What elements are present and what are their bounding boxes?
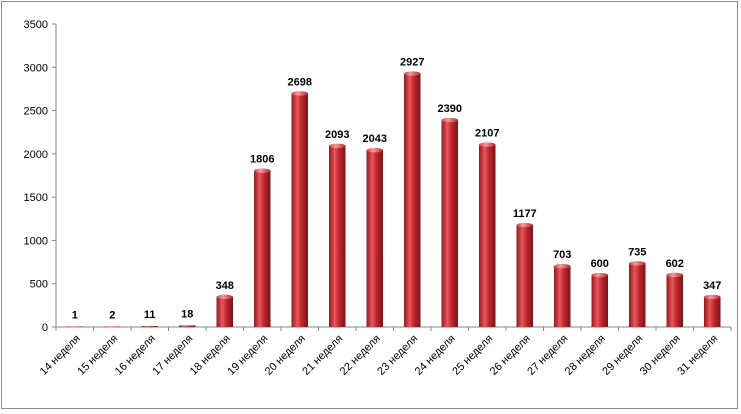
data-label: 600 [591,258,609,270]
bar [479,144,496,327]
bar-cap [366,147,383,153]
y-tick-label: 2000 [24,149,48,161]
data-label: 2093 [325,129,349,141]
bar-cap [666,272,683,278]
data-label: 347 [703,280,721,292]
bar [704,296,721,327]
y-tick-label: 2500 [24,106,48,118]
bar [291,93,308,327]
y-tick-label: 1500 [24,192,48,204]
data-label: 18 [181,308,193,320]
bar-cap [554,263,571,269]
bar [141,326,158,327]
data-label: 2927 [400,57,424,69]
y-tick-label: 0 [42,322,48,334]
y-tick-label: 3500 [24,19,48,31]
bar-cap [516,222,533,228]
bar-cap [629,261,646,266]
bar-cap [404,71,421,76]
bar [179,325,196,327]
bar-cap [591,272,608,278]
bar-cap [479,142,496,147]
bar [629,263,646,327]
bar [516,225,533,327]
bar [666,274,683,327]
bar [329,145,346,327]
bar [404,73,421,327]
bar-cap [216,294,233,300]
data-label: 1806 [250,154,274,166]
data-label: 703 [553,249,571,261]
bar-cap [704,294,721,300]
bar-cap [291,91,308,96]
data-label: 735 [628,246,646,258]
data-label: 2698 [288,76,312,88]
bar [254,170,271,327]
data-label: 2043 [363,133,387,145]
y-tick-label: 3000 [24,62,48,74]
bar [104,326,121,327]
data-label: 11 [144,309,156,321]
bar [554,266,571,327]
y-tick-label: 1000 [24,235,48,247]
data-label: 2390 [438,103,462,115]
bar [216,296,233,327]
bar [366,150,383,327]
x-tick-label: 31 неделя [675,333,720,378]
bar-cap [254,168,271,173]
data-label: 602 [666,258,684,270]
data-label: 1 [72,310,78,322]
bar [591,275,608,327]
data-label: 1177 [513,208,537,220]
bar-cap [329,143,346,149]
bar [66,326,83,327]
data-label: 348 [216,280,234,292]
bar-cap [441,117,458,123]
bar [441,120,458,327]
data-label: 2107 [475,128,499,140]
data-label: 2 [109,310,115,322]
y-tick-label: 500 [30,279,48,291]
